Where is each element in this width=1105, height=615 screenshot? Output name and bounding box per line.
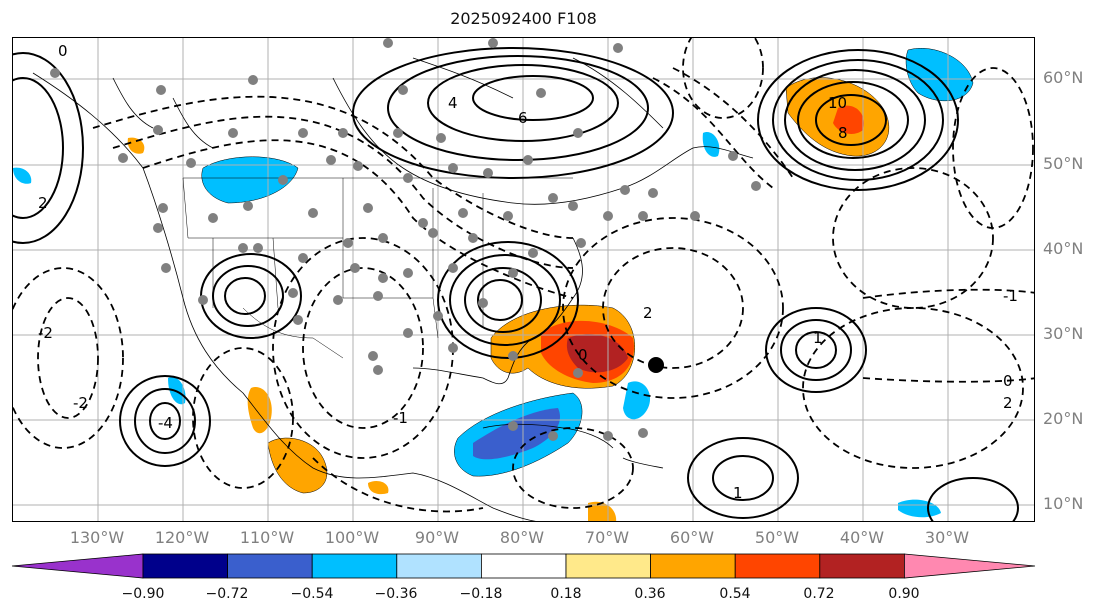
colorbar-segment (311, 553, 398, 579)
graticule (13, 38, 1034, 521)
lon-label: 70°W (584, 528, 630, 547)
colorbar-tick: 0.72 (803, 586, 835, 602)
colorbar-segments (11, 553, 1036, 579)
contour-label: 0 (58, 42, 68, 60)
contour-label: -4 (158, 414, 173, 432)
colorbar-tick: 0.90 (888, 586, 920, 602)
contour-label: 0 (578, 346, 588, 364)
contour-label: -2 (38, 324, 53, 342)
colorbar-tick: 0.36 (634, 586, 666, 602)
colorbar-tick: 0.54 (719, 586, 751, 602)
lon-label: 110°W (239, 528, 295, 547)
lon-label: 80°W (499, 528, 545, 547)
dashed-contours (13, 38, 1034, 513)
colorbar-segment (819, 553, 905, 579)
contour-label: -1 (393, 409, 408, 427)
contour-label: 2 (38, 194, 48, 212)
lat-label: 20°N (1043, 409, 1084, 428)
contour-label: 4 (448, 94, 458, 112)
map-panel: 0 2 4 6 -2 -1 1 10 8 2 -4 0 -1 1 2 -2 0 (12, 37, 1035, 522)
colorbar-segment (565, 553, 651, 579)
contour-label-group: 0 2 4 6 -2 -1 1 10 8 2 -4 0 -1 1 2 -2 0 (38, 42, 1018, 502)
colorbar-tick: −0.90 (121, 586, 165, 602)
contour-label: -2 (73, 394, 88, 412)
lat-label: 40°N (1043, 239, 1084, 258)
map-title: 2025092400 F108 (450, 9, 597, 28)
contour-label: 1 (813, 329, 823, 347)
colorbar-tick: −0.36 (374, 586, 418, 602)
contour-label: 10 (828, 94, 847, 112)
contour-label: 2 (643, 304, 653, 322)
lon-label: 40°W (839, 528, 885, 547)
colorbar-tick: −0.18 (459, 586, 503, 602)
lon-label: 90°W (414, 528, 460, 547)
lat-label: 60°N (1043, 68, 1084, 87)
lat-label: 50°N (1043, 154, 1084, 173)
contour-label: 1 (733, 484, 743, 502)
lon-label: 120°W (154, 528, 210, 547)
map-canvas: 0 2 4 6 -2 -1 1 10 8 2 -4 0 -1 1 2 -2 0 (13, 38, 1034, 521)
colorbar-segment (142, 553, 228, 579)
lon-label: 130°W (69, 528, 125, 547)
lon-label: 30°W (924, 528, 970, 547)
contour-label: 6 (518, 109, 528, 127)
lat-label: 10°N (1043, 494, 1084, 513)
colorbar-tick: 0.18 (550, 586, 582, 602)
solid-contours (13, 47, 1019, 521)
colorbar-segment (227, 553, 313, 579)
colorbar-extend-min (11, 553, 144, 579)
colorbar-segment (734, 553, 821, 579)
contour-label: 0 (1003, 372, 1013, 390)
colorbar-segment (396, 553, 482, 579)
colorbar-segment (480, 553, 567, 579)
colorbar-tick: −0.54 (290, 586, 334, 602)
colorbar-tick: −0.72 (205, 586, 249, 602)
lon-label: 50°W (754, 528, 800, 547)
shaded-anomalies (13, 48, 974, 521)
colorbar (11, 553, 1036, 579)
contour-label: 8 (838, 124, 848, 142)
contour-label: 2 (1003, 394, 1013, 412)
colorbar-extend-max (904, 553, 1036, 579)
station-markers (50, 38, 761, 441)
storm-center-marker (648, 357, 664, 373)
lon-label: 100°W (324, 528, 380, 547)
lat-label: 30°N (1043, 324, 1084, 343)
lon-label: 60°W (669, 528, 715, 547)
contour-label: -1 (1003, 287, 1018, 305)
colorbar-segment (650, 553, 736, 579)
